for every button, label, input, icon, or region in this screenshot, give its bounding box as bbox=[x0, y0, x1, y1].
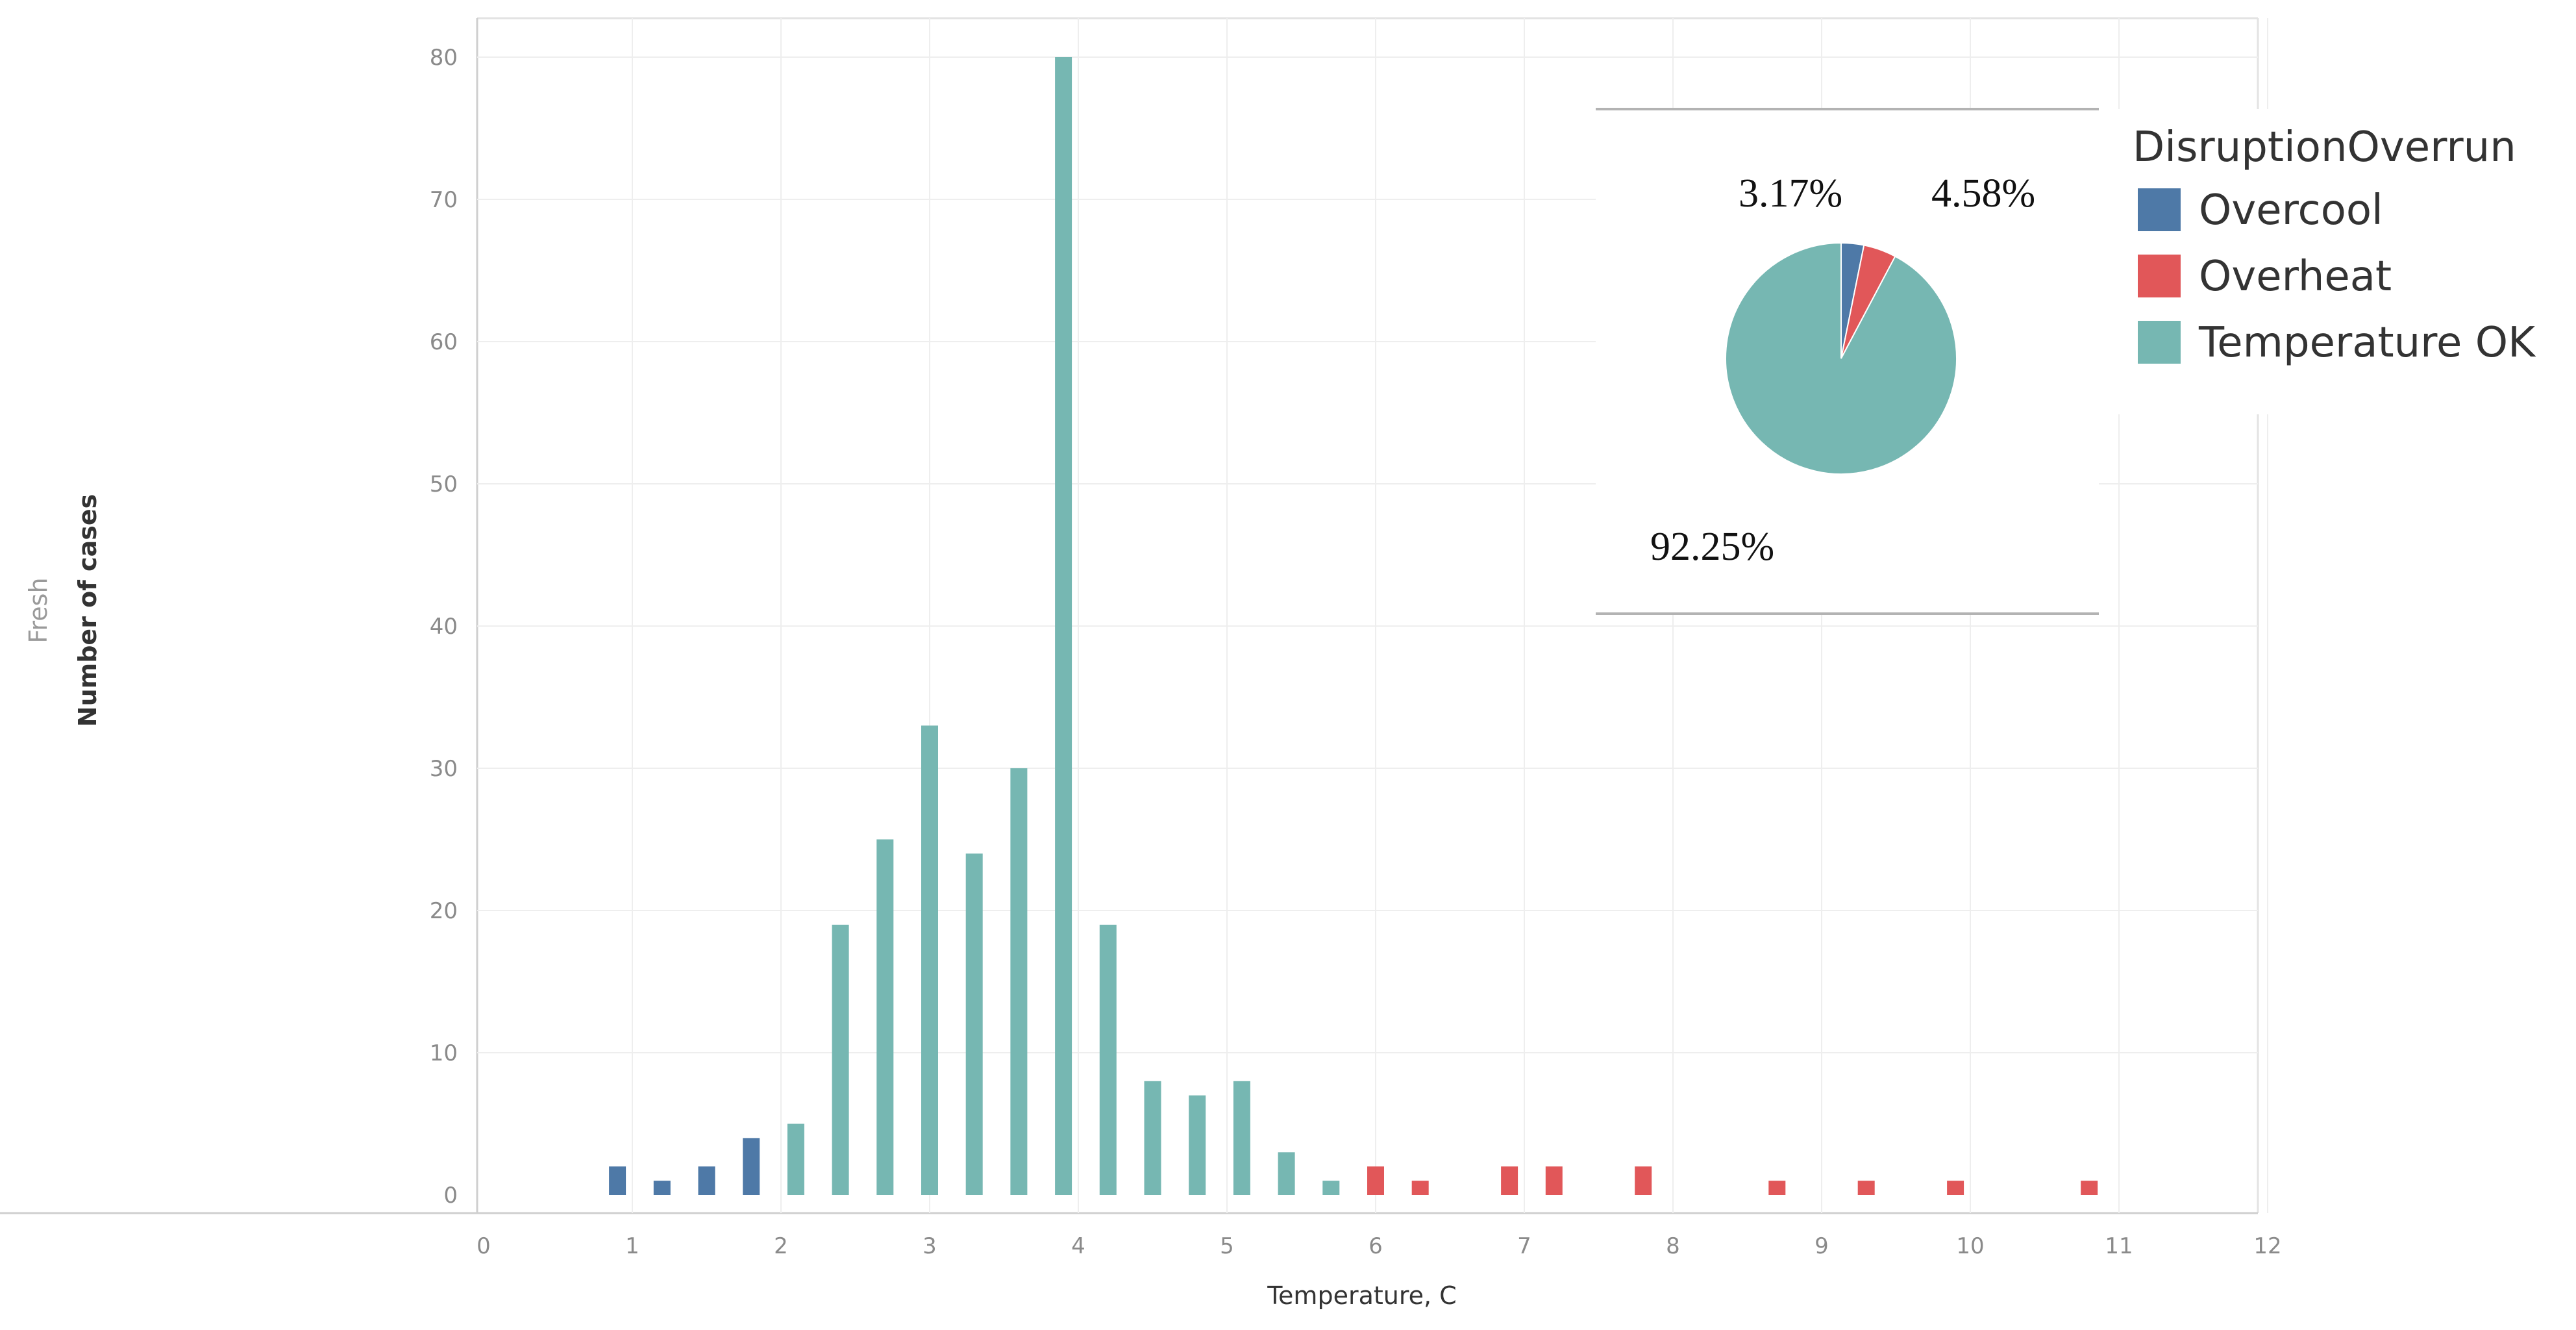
y-tick-label: 0 bbox=[443, 1183, 458, 1209]
bar-temperature-ok bbox=[1322, 1181, 1340, 1195]
bar-temperature-ok bbox=[965, 853, 983, 1195]
bar-overheat bbox=[1857, 1181, 1875, 1195]
bars bbox=[609, 57, 2098, 1195]
bar-temperature-ok bbox=[1010, 768, 1028, 1195]
y-tick-label: 10 bbox=[430, 1040, 458, 1066]
x-tick-label: 0 bbox=[477, 1233, 491, 1259]
x-tick-label: 7 bbox=[1517, 1233, 1531, 1259]
bar-overcool bbox=[653, 1181, 671, 1195]
bar-overcool bbox=[609, 1166, 626, 1195]
x-tick-label: 5 bbox=[1220, 1233, 1234, 1259]
x-tick-label: 11 bbox=[2105, 1233, 2133, 1259]
bar-overheat bbox=[1501, 1166, 1518, 1195]
pane-label: Fresh bbox=[24, 577, 53, 643]
pie-inset: 3.17% 4.58% 92.25% bbox=[1596, 108, 2099, 615]
y-tick-label: 40 bbox=[430, 614, 458, 640]
x-axis-ticks: 0 1 2 3 4 5 6 7 8 9 10 11 12 bbox=[477, 1233, 2281, 1259]
legend-swatch-overheat bbox=[2138, 255, 2181, 297]
x-tick-label: 4 bbox=[1071, 1233, 1085, 1259]
bar-overcool bbox=[698, 1166, 715, 1195]
x-tick-label: 12 bbox=[2253, 1233, 2281, 1259]
legend-swatch-temperature-ok bbox=[2138, 321, 2181, 364]
bar-overheat bbox=[1947, 1181, 1964, 1195]
bar-overheat bbox=[2081, 1181, 2098, 1195]
pie-label-overcool: 3.17% bbox=[1739, 171, 1842, 216]
bar-temperature-ok bbox=[1055, 57, 1072, 1195]
bar-temperature-ok bbox=[876, 839, 894, 1195]
bar-temperature-ok bbox=[1099, 924, 1117, 1195]
legend-swatch-overcool bbox=[2138, 188, 2181, 231]
bar-temperature-ok bbox=[921, 725, 938, 1195]
legend-title: DisruptionOverrun bbox=[2133, 123, 2516, 171]
pie-slice-temperature-ok bbox=[1725, 242, 1957, 475]
y-tick-label: 70 bbox=[430, 187, 458, 213]
pie-label-temperature-ok: 92.25% bbox=[1650, 525, 1774, 569]
pie-slices bbox=[1725, 242, 1957, 475]
bar-temperature-ok bbox=[787, 1123, 804, 1195]
bar-overheat bbox=[1768, 1181, 1786, 1195]
y-tick-label: 60 bbox=[430, 329, 458, 355]
x-tick-label: 2 bbox=[774, 1233, 788, 1259]
legend-label-overheat: Overheat bbox=[2199, 253, 2392, 301]
gridlines bbox=[477, 18, 2268, 1213]
legend-label-temperature-ok: Temperature OK bbox=[2198, 319, 2536, 367]
bar-overheat bbox=[1635, 1166, 1652, 1195]
bar-overheat bbox=[1367, 1166, 1384, 1195]
bar-temperature-ok bbox=[1189, 1095, 1206, 1195]
bar-temperature-ok bbox=[1278, 1152, 1295, 1195]
y-axis-title: Number of cases bbox=[73, 494, 102, 727]
x-tick-label: 10 bbox=[1956, 1233, 1984, 1259]
x-tick-label: 3 bbox=[923, 1233, 937, 1259]
bar-overheat bbox=[1545, 1166, 1563, 1195]
bar-temperature-ok bbox=[1233, 1081, 1250, 1195]
x-tick-label: 6 bbox=[1368, 1233, 1383, 1259]
bar-overcool bbox=[743, 1138, 760, 1195]
bar-overheat bbox=[1411, 1181, 1429, 1195]
legend-label-overcool: Overcool bbox=[2199, 186, 2383, 234]
pie-label-overheat: 4.58% bbox=[1931, 171, 2035, 216]
x-tick-label: 8 bbox=[1666, 1233, 1680, 1259]
x-tick-label: 1 bbox=[625, 1233, 639, 1259]
y-tick-label: 20 bbox=[430, 898, 458, 924]
x-tick-label: 9 bbox=[1814, 1233, 1829, 1259]
y-tick-label: 50 bbox=[430, 471, 458, 497]
bar-temperature-ok bbox=[1144, 1081, 1161, 1195]
y-tick-label: 80 bbox=[430, 45, 458, 71]
legend: Overcool Overheat Temperature OK bbox=[2138, 186, 2536, 367]
bar-temperature-ok bbox=[832, 924, 849, 1195]
y-axis-ticks: 0 10 20 30 40 50 60 70 80 bbox=[430, 45, 458, 1209]
y-tick-label: 30 bbox=[430, 756, 458, 782]
x-axis-title: Temperature, C bbox=[1267, 1281, 1456, 1310]
